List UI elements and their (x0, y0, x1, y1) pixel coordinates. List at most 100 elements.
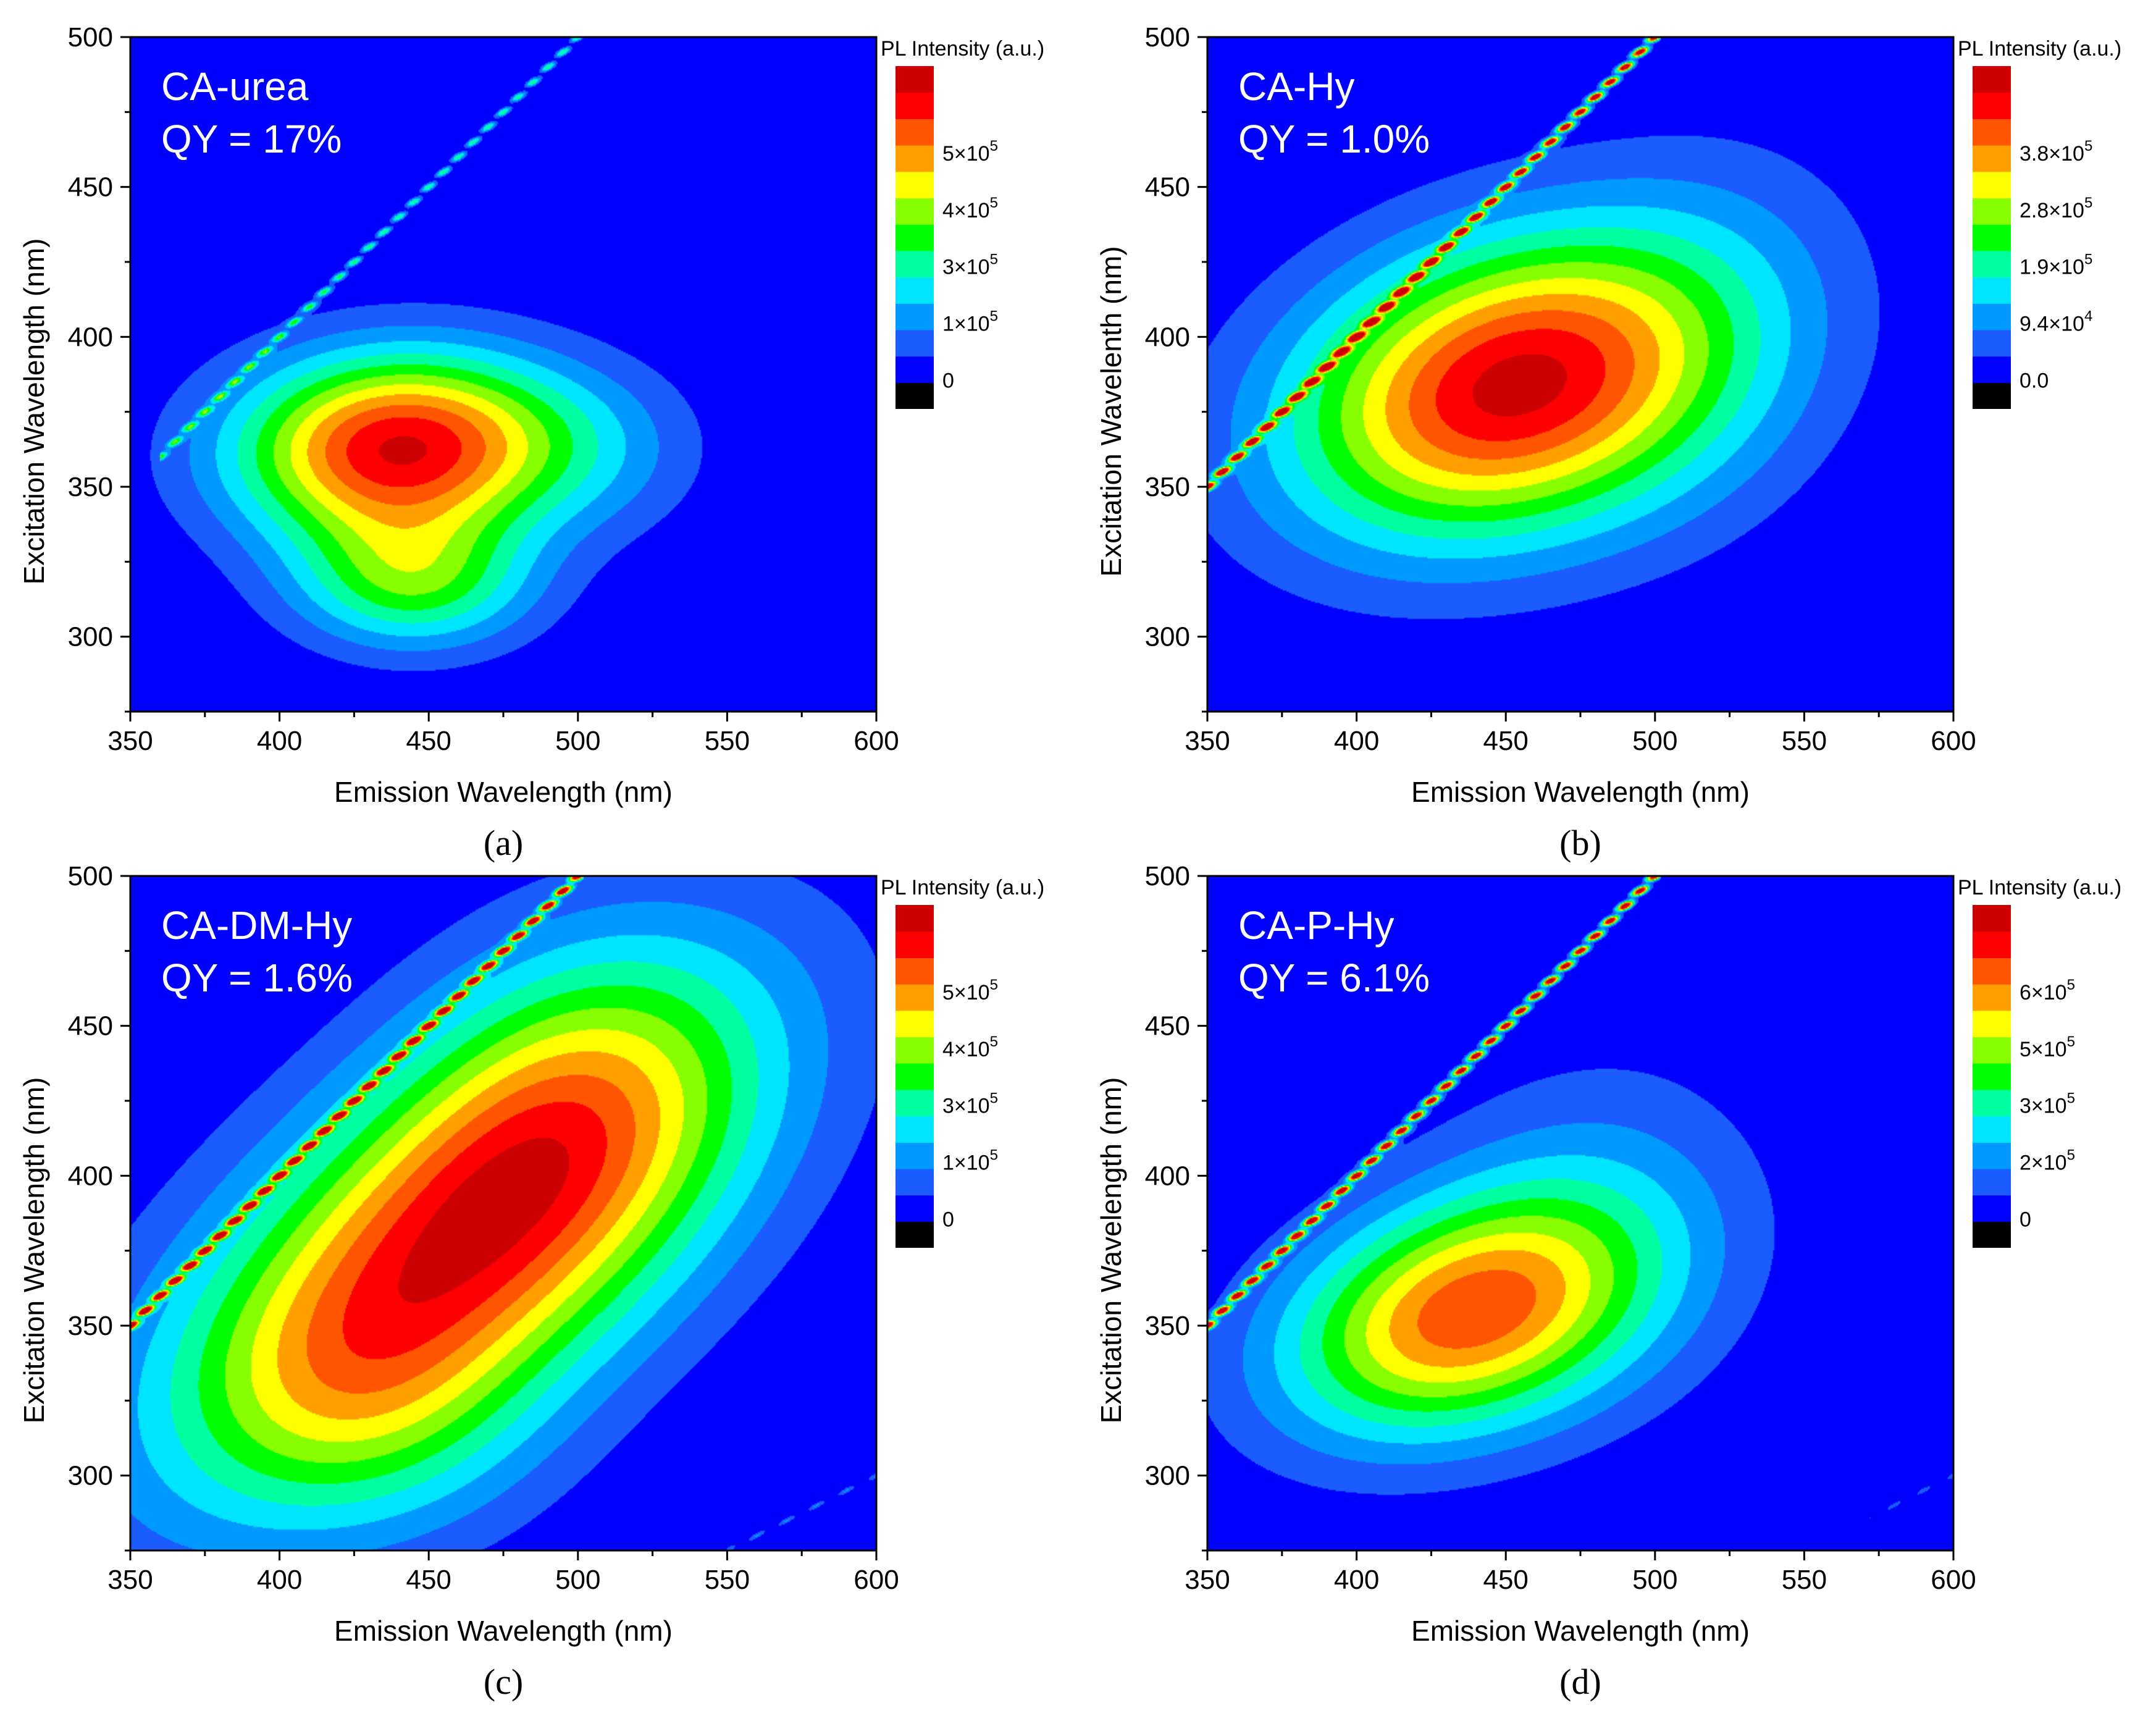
colorbar-segment (1973, 171, 2011, 199)
x-tick-label: 400 (1334, 726, 1379, 756)
colorbar-tick-mantissa: 1×10 (942, 313, 990, 336)
colorbar-tick-mantissa: 3.8×10 (2020, 142, 2084, 166)
x-axis-label: Emission Wavelength (nm) (1411, 1615, 1750, 1647)
heatmap-image (130, 876, 876, 1551)
colorbar-tick-exponent: 5 (2084, 138, 2092, 154)
colorbar-segment (1973, 303, 2011, 330)
colorbar-tick-label: 0 (2020, 1208, 2031, 1231)
y-tick-label: 450 (68, 1011, 113, 1041)
colorbar-tick-label: 3.8×105 (2020, 138, 2092, 166)
x-tick-label: 400 (1334, 1565, 1379, 1595)
x-tick-label: 350 (1185, 726, 1230, 756)
colorbar-tick-mantissa: 1.9×10 (2020, 256, 2084, 279)
y-tick-label: 350 (68, 472, 113, 502)
colorbar-tick-mantissa: 5×10 (942, 981, 990, 1004)
x-tick-label: 550 (705, 1565, 750, 1595)
colorbar-segment (896, 356, 934, 383)
colorbar-tick-label: 2.8×105 (2020, 195, 2092, 222)
colorbar-segment (1973, 1037, 2011, 1064)
x-tick-label: 600 (854, 726, 899, 756)
x-tick-label: 500 (1632, 1565, 1677, 1595)
colorbar-tick-label: 6×105 (2020, 977, 2075, 1004)
colorbar-segment (1973, 1089, 2011, 1117)
y-tick-label: 400 (1145, 322, 1190, 352)
y-tick-label: 300 (68, 622, 113, 652)
x-tick-label: 600 (1931, 726, 1976, 756)
x-tick-label: 550 (1782, 726, 1827, 756)
x-tick-label: 500 (555, 1565, 600, 1595)
x-tick-label: 600 (854, 1565, 899, 1595)
colorbar-segment (1973, 1195, 2011, 1222)
y-tick-label: 500 (68, 861, 113, 891)
colorbar-segment (1973, 905, 2011, 932)
colorbar-tick-mantissa: 0 (2020, 1208, 2031, 1231)
x-tick-label: 350 (107, 726, 153, 756)
colorbar-segment (896, 957, 934, 985)
colorbar-tick-mantissa: 6×10 (2020, 981, 2067, 1004)
x-tick-label: 350 (107, 1565, 153, 1595)
panel-caption: (a) (484, 823, 523, 863)
colorbar-segment (896, 92, 934, 119)
x-tick-label: 500 (555, 726, 600, 756)
colorbar-tick-exponent: 5 (990, 138, 998, 154)
heatmap-image (1207, 37, 1953, 712)
x-tick-label: 550 (1782, 1565, 1827, 1595)
y-tick-label: 400 (68, 322, 113, 352)
colorbar-segment (896, 198, 934, 225)
y-tick-label: 300 (1145, 1461, 1190, 1491)
colorbar-tick-exponent: 5 (990, 1033, 998, 1050)
colorbar-tick-label: 4×105 (942, 195, 998, 222)
x-tick-label: 600 (1931, 1565, 1976, 1595)
colorbar-tick-mantissa: 1×10 (942, 1151, 990, 1175)
colorbar-segment (1973, 92, 2011, 119)
colorbar-tick-exponent: 5 (990, 308, 998, 325)
y-axis-label: Excitation Wavelenth (nm) (1095, 246, 1127, 576)
colorbar-segment (896, 1221, 934, 1248)
colorbar-tick-label: 5×105 (942, 977, 998, 1004)
colorbar-tick-label: 0 (942, 1208, 954, 1231)
colorbar-segment (1973, 1142, 2011, 1169)
colorbar-tick-label: 1×105 (942, 308, 998, 336)
colorbar-segment (896, 984, 934, 1011)
colorbar-segment (896, 931, 934, 958)
colorbar-segment (896, 250, 934, 278)
colorbar-segment (896, 1116, 934, 1143)
colorbar-tick-label: 5×105 (942, 138, 998, 166)
colorbar-segment (896, 1037, 934, 1064)
colorbar-tick-mantissa: 3×10 (2020, 1095, 2067, 1118)
x-tick-label: 350 (1185, 1565, 1230, 1595)
panel-caption: (c) (484, 1662, 523, 1702)
x-tick-label: 550 (705, 726, 750, 756)
y-axis-label: Excitation Wavelength (nm) (18, 1077, 50, 1424)
quantum-yield-label: QY = 17% (161, 117, 342, 161)
colorbar-segment (896, 303, 934, 330)
colorbar-segment (896, 119, 934, 146)
x-tick-label: 400 (257, 1565, 302, 1595)
colorbar-segment (1973, 145, 2011, 172)
colorbar-segment (1973, 931, 2011, 958)
colorbar-tick-mantissa: 9.4×10 (2020, 313, 2084, 336)
colorbar-segment (1973, 1168, 2011, 1196)
colorbar-segment (896, 1168, 934, 1196)
y-tick-label: 500 (1145, 22, 1190, 53)
colorbar-tick-exponent: 4 (2084, 308, 2092, 325)
colorbar-tick-label: 3×105 (2020, 1090, 2075, 1118)
colorbar-segment (896, 1195, 934, 1222)
colorbar-tick-mantissa: 2.8×10 (2020, 199, 2084, 222)
chart-panel-a: 350 400 450 500 550 600300350400450500Emissio… (18, 22, 1044, 863)
colorbar-segment (1973, 66, 2011, 93)
sample-name-label: CA-P-Hy (1238, 903, 1394, 948)
colorbar-title: PL Intensity (a.u.) (881, 876, 1044, 899)
colorbar-segment (1973, 1010, 2011, 1038)
colorbar-segment (1973, 382, 2011, 409)
colorbar-segment (896, 277, 934, 304)
colorbar-segment (896, 1089, 934, 1117)
colorbar-segment (896, 329, 934, 357)
quantum-yield-label: QY = 1.0% (1238, 117, 1430, 161)
colorbar-tick-exponent: 5 (990, 195, 998, 211)
colorbar-segment (1973, 119, 2011, 146)
x-tick-label: 450 (406, 726, 451, 756)
sample-name-label: CA-Hy (1238, 64, 1354, 109)
x-axis-label: Emission Wavelength (nm) (334, 1615, 673, 1647)
x-tick-label: 450 (406, 1565, 451, 1595)
